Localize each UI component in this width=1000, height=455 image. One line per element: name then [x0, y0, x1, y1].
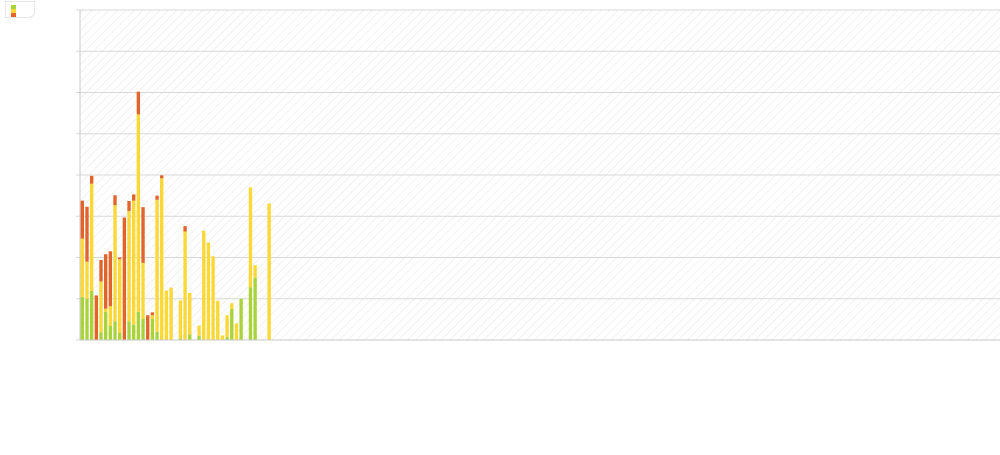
bar-segment-series-2[interactable] [113, 205, 117, 322]
bar-segment-series-2[interactable] [253, 265, 257, 278]
legend-swatch-series-2[interactable] [11, 9, 16, 13]
bar-segment-series-1[interactable] [197, 335, 201, 341]
bar-segment-series-1[interactable] [80, 297, 85, 340]
bar-segment-series-1[interactable] [108, 325, 113, 340]
bar-segment-series-3[interactable] [99, 259, 103, 282]
bar-segment-series-1[interactable] [85, 298, 89, 340]
bar-segment-series-2[interactable] [118, 259, 122, 333]
bar-segment-series-2[interactable] [206, 242, 211, 340]
bar-segment-series-3[interactable] [150, 312, 155, 316]
bar-segment-series-2[interactable] [160, 178, 164, 340]
bar-segment-series-2[interactable] [216, 300, 220, 340]
bar-segment-series-2[interactable] [178, 300, 183, 339]
bar-segment-series-2[interactable] [136, 114, 141, 312]
bar-segment-series-3[interactable] [122, 217, 127, 340]
bar-segment-series-2[interactable] [150, 315, 155, 319]
bar-segment-series-3[interactable] [136, 91, 141, 115]
bar-segment-series-1[interactable] [141, 318, 145, 340]
bar-segment-series-1[interactable] [178, 338, 183, 340]
bar-segment-series-3[interactable] [104, 254, 108, 309]
bar-segment-series-2[interactable] [127, 210, 131, 322]
bar-segment-series-1[interactable] [225, 337, 229, 340]
bar-segment-series-2[interactable] [89, 183, 94, 291]
bar-segment-series-3[interactable] [127, 200, 131, 211]
bar-segment-series-3[interactable] [94, 295, 99, 340]
legend [5, 1, 35, 18]
bar-segment-series-1[interactable] [127, 321, 131, 340]
bar-segment-series-1[interactable] [155, 331, 159, 340]
bars [80, 91, 271, 341]
bar-segment-series-1[interactable] [89, 290, 94, 340]
bar-segment-series-3[interactable] [146, 315, 150, 340]
bar-segment-series-3[interactable] [141, 207, 145, 263]
bar-segment-series-3[interactable] [108, 251, 113, 307]
bar-segment-series-2[interactable] [85, 261, 89, 299]
bar-segment-series-1[interactable] [136, 311, 141, 340]
legend-swatch-series-1[interactable] [11, 5, 16, 9]
bar-segment-series-3[interactable] [89, 175, 94, 184]
bar-segment-series-2[interactable] [164, 290, 169, 341]
bar-segment-series-3[interactable] [160, 175, 164, 179]
bar-segment-series-1[interactable] [253, 277, 257, 340]
bar-segment-series-1[interactable] [248, 287, 253, 340]
bar-segment-series-2[interactable] [267, 203, 271, 340]
bar-segment-series-2[interactable] [183, 231, 187, 340]
bar-segment-series-3[interactable] [155, 195, 159, 200]
bar-segment-series-2[interactable] [99, 281, 103, 333]
bar-segment-series-1[interactable] [230, 309, 234, 340]
bar-segment-series-2[interactable] [234, 323, 239, 341]
bar-segment-series-1[interactable] [188, 334, 192, 340]
bar-segment-series-2[interactable] [188, 292, 192, 335]
bar-segment-series-2[interactable] [211, 256, 215, 340]
bar-segment-series-3[interactable] [85, 206, 89, 262]
bar-segment-series-1[interactable] [118, 332, 122, 340]
bar-segment-series-3[interactable] [132, 194, 136, 201]
axes [79, 10, 1000, 341]
bar-segment-series-2[interactable] [80, 238, 85, 298]
bar-segment-series-2[interactable] [132, 200, 136, 325]
bar-segment-series-2[interactable] [169, 287, 173, 340]
legend-swatch-series-3[interactable] [11, 13, 16, 17]
bar-segment-series-2[interactable] [155, 199, 159, 332]
bar-segment-series-2[interactable] [248, 187, 253, 288]
bar-segment-series-3[interactable] [118, 257, 122, 260]
bar-segment-series-2[interactable] [104, 308, 108, 312]
bar-segment-series-3[interactable] [113, 195, 117, 206]
bar-segment-series-3[interactable] [80, 200, 85, 239]
bar-segment-series-3[interactable] [183, 226, 187, 232]
bar-segment-series-2[interactable] [141, 262, 145, 319]
bar-segment-series-1[interactable] [104, 311, 108, 340]
bar-segment-series-1[interactable] [239, 298, 243, 340]
bar-segment-series-2[interactable] [202, 230, 206, 340]
bar-segment-series-1[interactable] [132, 324, 136, 340]
bar-segment-series-1[interactable] [99, 332, 103, 340]
bar-segment-series-2[interactable] [225, 315, 229, 338]
bar-segment-series-1[interactable] [150, 318, 155, 340]
bar-segment-series-2[interactable] [108, 306, 113, 326]
bar-segment-series-2[interactable] [230, 303, 234, 310]
bar-segment-series-2[interactable] [220, 335, 225, 340]
bar-segment-series-2[interactable] [197, 325, 201, 336]
bar-segment-series-1[interactable] [113, 321, 117, 340]
